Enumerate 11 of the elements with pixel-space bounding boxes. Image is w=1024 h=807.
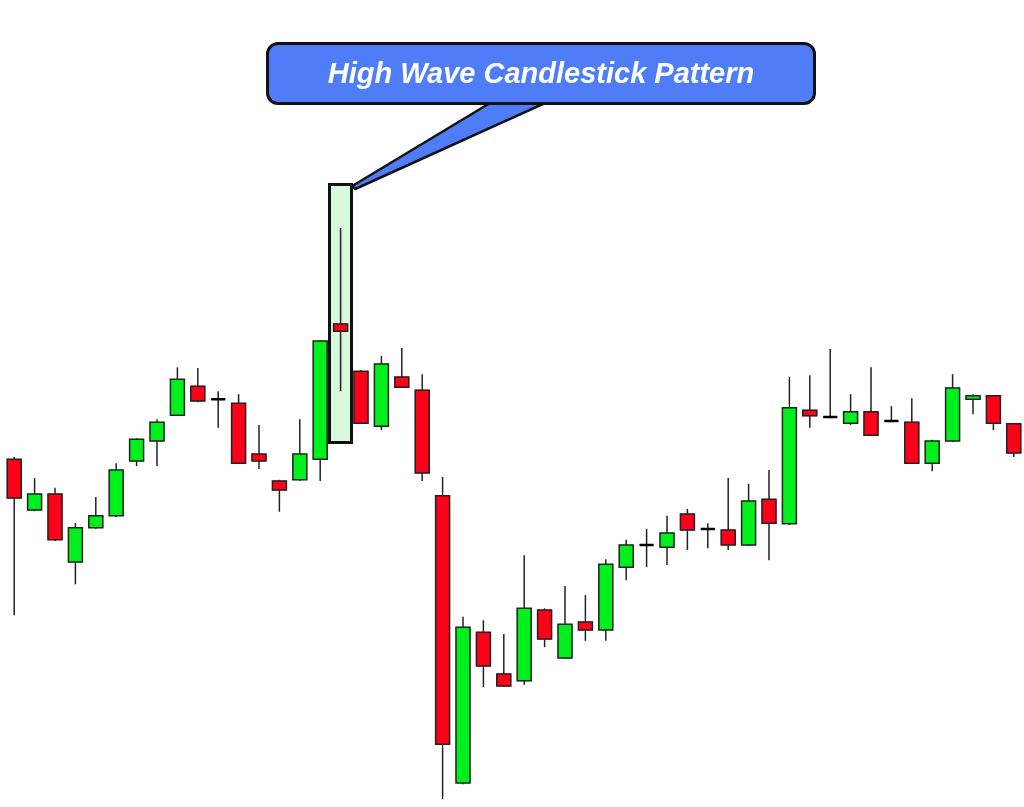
candlestick: [88, 496, 104, 530]
candlestick: [802, 374, 818, 429]
candlestick: [924, 439, 940, 472]
candlestick: [659, 515, 675, 566]
candlestick: [149, 418, 165, 467]
candlestick: [251, 424, 267, 470]
candlestick: [618, 539, 634, 582]
candlestick: [190, 367, 206, 403]
candlestick: [720, 477, 736, 551]
candlestick: [496, 633, 512, 688]
callout-box: High Wave Candlestick Pattern: [266, 42, 816, 105]
